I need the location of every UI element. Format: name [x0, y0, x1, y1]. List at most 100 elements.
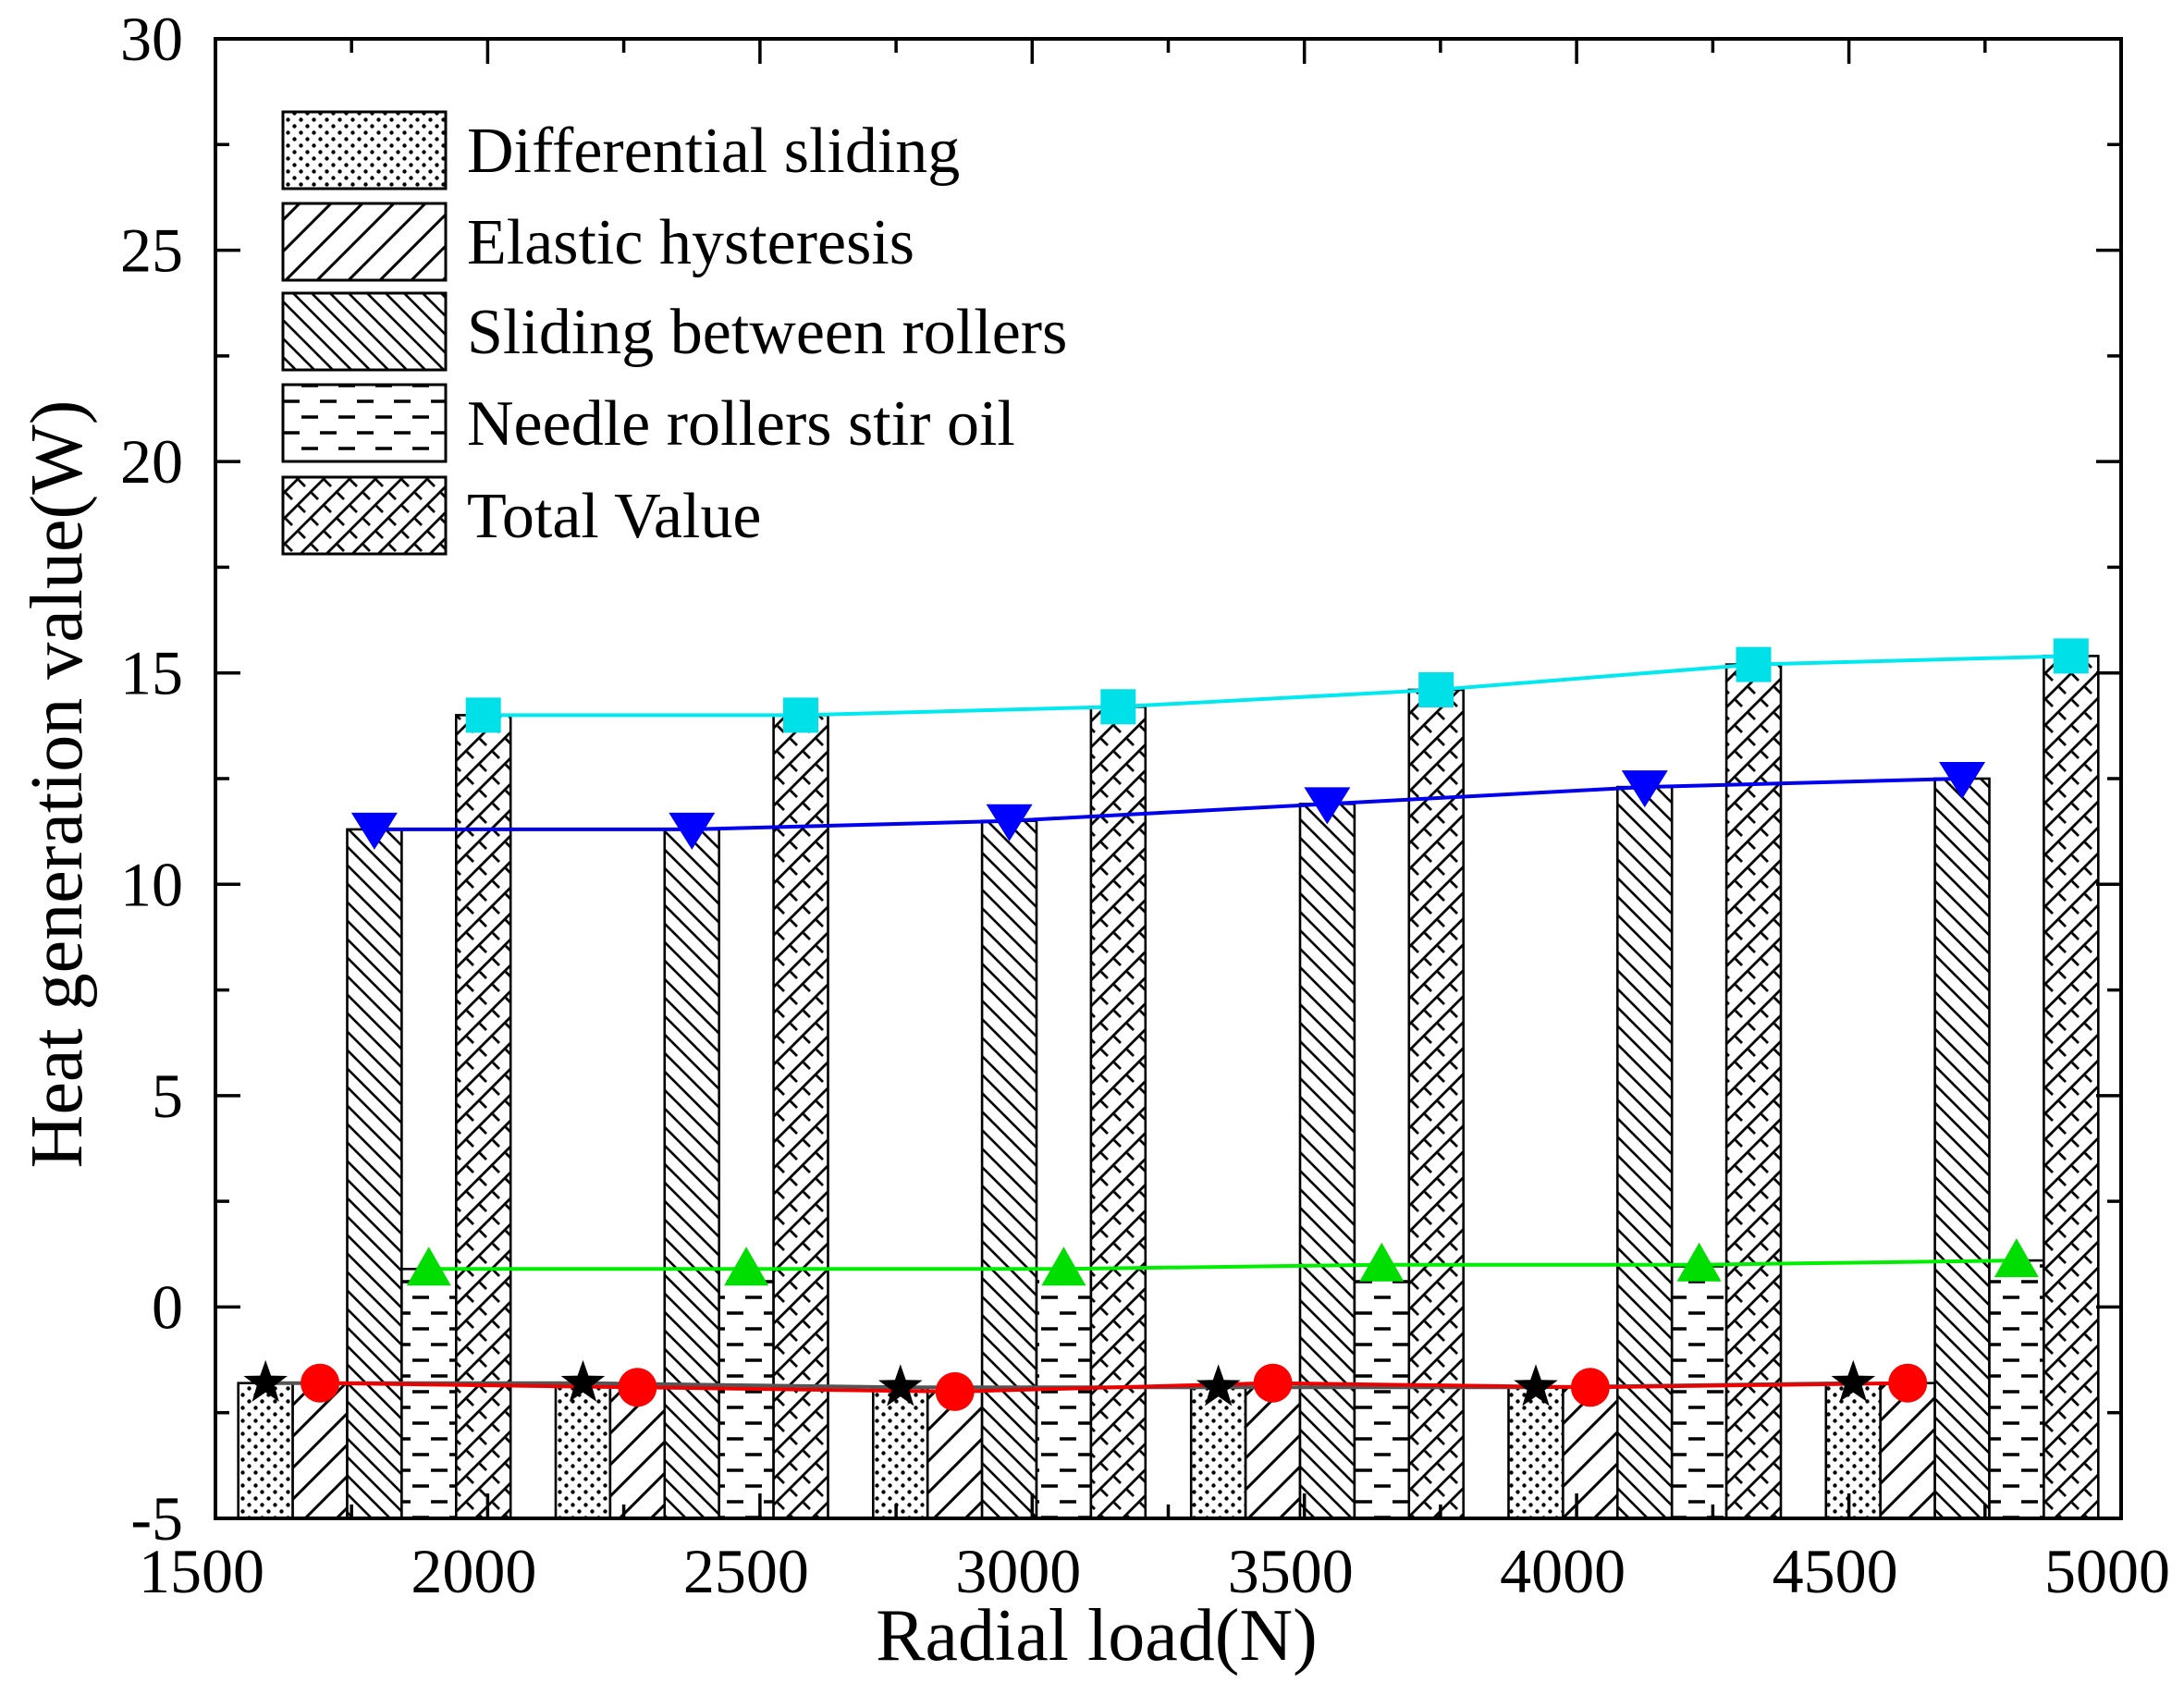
y-tick-label: 0 — [152, 1271, 183, 1342]
y-tick-label: 25 — [120, 215, 183, 286]
bar-total-value — [1089, 705, 1147, 1520]
bar-sliding-between-rollers — [1298, 803, 1356, 1520]
marker-elastic-hysteresis — [1253, 1363, 1293, 1403]
bar-sliding-between-rollers — [346, 828, 403, 1520]
bar-needle-rollers-stir-oil — [1353, 1263, 1411, 1520]
marker-differential-sliding — [560, 1359, 606, 1402]
bar-differential-sliding — [1189, 1386, 1247, 1520]
x-tick-label: 3000 — [955, 1536, 1081, 1606]
bar-differential-sliding — [1507, 1386, 1564, 1520]
bar-needle-rollers-stir-oil — [1670, 1263, 1728, 1520]
y-tick-label: -5 — [130, 1483, 183, 1554]
bar-total-value — [1407, 688, 1466, 1520]
marker-needle-rollers-stir-oil — [724, 1247, 769, 1286]
markers-layer — [243, 638, 2089, 1411]
marker-sliding-between-rollers — [1304, 787, 1351, 825]
marker-differential-sliding — [1514, 1364, 1558, 1406]
marker-differential-sliding — [1831, 1359, 1876, 1402]
bar-total-value — [772, 714, 829, 1520]
marker-total-value — [1418, 672, 1454, 707]
bar-elastic-hysteresis — [1879, 1382, 1936, 1520]
legend-item: Elastic hysteresis — [281, 202, 914, 282]
bar-elastic-hysteresis — [608, 1386, 667, 1520]
y-axis-title: Heat generation value(W) — [17, 400, 98, 1169]
x-tick-label: 2500 — [683, 1536, 809, 1606]
marker-sliding-between-rollers — [1939, 762, 1986, 799]
marker-sliding-between-rollers — [669, 812, 716, 850]
y-tick-label: 20 — [120, 426, 183, 497]
legend-swatch-sliding-between-rollers — [281, 291, 448, 372]
marker-total-value — [783, 697, 818, 733]
marker-elastic-hysteresis — [1888, 1363, 1928, 1403]
series-lines-layer — [265, 654, 2071, 1394]
bar-elastic-hysteresis — [1562, 1386, 1619, 1520]
marker-needle-rollers-stir-oil — [406, 1247, 451, 1286]
marker-total-value — [2053, 638, 2089, 674]
x-tick-label: 5000 — [2044, 1536, 2170, 1606]
marker-differential-sliding — [243, 1359, 288, 1402]
legend-label: Sliding between rollers — [467, 297, 1067, 368]
bar-total-value — [454, 714, 512, 1520]
bar-sliding-between-rollers — [1933, 777, 1991, 1520]
bar-sliding-between-rollers — [1616, 785, 1674, 1520]
bar-differential-sliding — [871, 1386, 929, 1520]
bar-needle-rollers-stir-oil — [718, 1268, 775, 1520]
marker-elastic-hysteresis — [935, 1371, 975, 1411]
x-tick-label: 4000 — [1500, 1536, 1626, 1606]
marker-elastic-hysteresis — [1570, 1368, 1610, 1407]
bar-elastic-hysteresis — [291, 1382, 349, 1520]
marker-needle-rollers-stir-oil — [1676, 1242, 1722, 1282]
axis-ticks — [214, 37, 2123, 1520]
y-tick-label: 5 — [152, 1061, 183, 1131]
legend-label: Differential sliding — [467, 116, 960, 187]
axis-tick-labels: 1500 2000 2500 3000 3500 4000 4500 5000 30 25 20 15… — [120, 4, 2170, 1606]
bar-sliding-between-rollers — [980, 819, 1038, 1520]
marker-elastic-hysteresis — [301, 1363, 340, 1403]
legend-item: Differential sliding — [281, 110, 960, 190]
legend-item: Total Value — [281, 475, 761, 556]
bar-elastic-hysteresis — [1244, 1382, 1302, 1520]
marker-sliding-between-rollers — [986, 804, 1033, 841]
legend-swatch-elastic-hysteresis — [281, 202, 448, 282]
y-tick-label: 10 — [120, 849, 183, 919]
legend-label: Needle rollers stir oil — [467, 388, 1015, 460]
legend-swatch-differential-sliding — [281, 110, 448, 190]
legend-label: Elastic hysteresis — [467, 207, 914, 278]
bar-needle-rollers-stir-oil — [1988, 1259, 2045, 1520]
x-tick-label: 4500 — [1773, 1536, 1898, 1606]
marker-needle-rollers-stir-oil — [1359, 1242, 1405, 1282]
bar-needle-rollers-stir-oil — [1035, 1268, 1093, 1520]
x-tick-label: 1500 — [139, 1536, 264, 1606]
bar-sliding-between-rollers — [663, 828, 720, 1520]
bar-differential-sliding — [237, 1382, 294, 1520]
bars-layer — [237, 655, 2100, 1520]
x-tick-label: 2000 — [411, 1536, 536, 1606]
y-tick-label: 15 — [120, 638, 183, 708]
legend-item: Needle rollers stir oil — [281, 383, 1015, 463]
bar-total-value — [1724, 663, 1783, 1520]
x-tick-label: 3500 — [1228, 1536, 1354, 1606]
line-sliding-between-rollers — [374, 777, 1963, 831]
legend: Differential sliding Elastic hysteresis … — [281, 110, 1067, 556]
marker-elastic-hysteresis — [618, 1368, 657, 1407]
x-axis-title: Radial load(N) — [876, 1595, 1318, 1677]
marker-differential-sliding — [1196, 1364, 1241, 1406]
line-needle-rollers-stir-oil — [428, 1259, 2017, 1271]
marker-total-value — [465, 697, 501, 733]
legend-item: Sliding between rollers — [281, 291, 1067, 372]
marker-needle-rollers-stir-oil — [1994, 1238, 2039, 1278]
bar-needle-rollers-stir-oil — [400, 1268, 458, 1520]
legend-label: Total Value — [467, 481, 761, 552]
marker-differential-sliding — [878, 1364, 923, 1406]
line-total-value — [483, 654, 2071, 718]
bar-total-value — [2043, 655, 2100, 1520]
legend-swatch-needle-rollers-stir-oil — [281, 383, 448, 463]
marker-sliding-between-rollers — [1621, 770, 1668, 808]
marker-total-value — [1100, 689, 1136, 725]
marker-needle-rollers-stir-oil — [1041, 1247, 1086, 1286]
y-tick-label: 30 — [120, 4, 183, 74]
legend-swatch-total-value — [281, 475, 448, 556]
marker-sliding-between-rollers — [350, 812, 398, 850]
marker-total-value — [1736, 646, 1772, 682]
